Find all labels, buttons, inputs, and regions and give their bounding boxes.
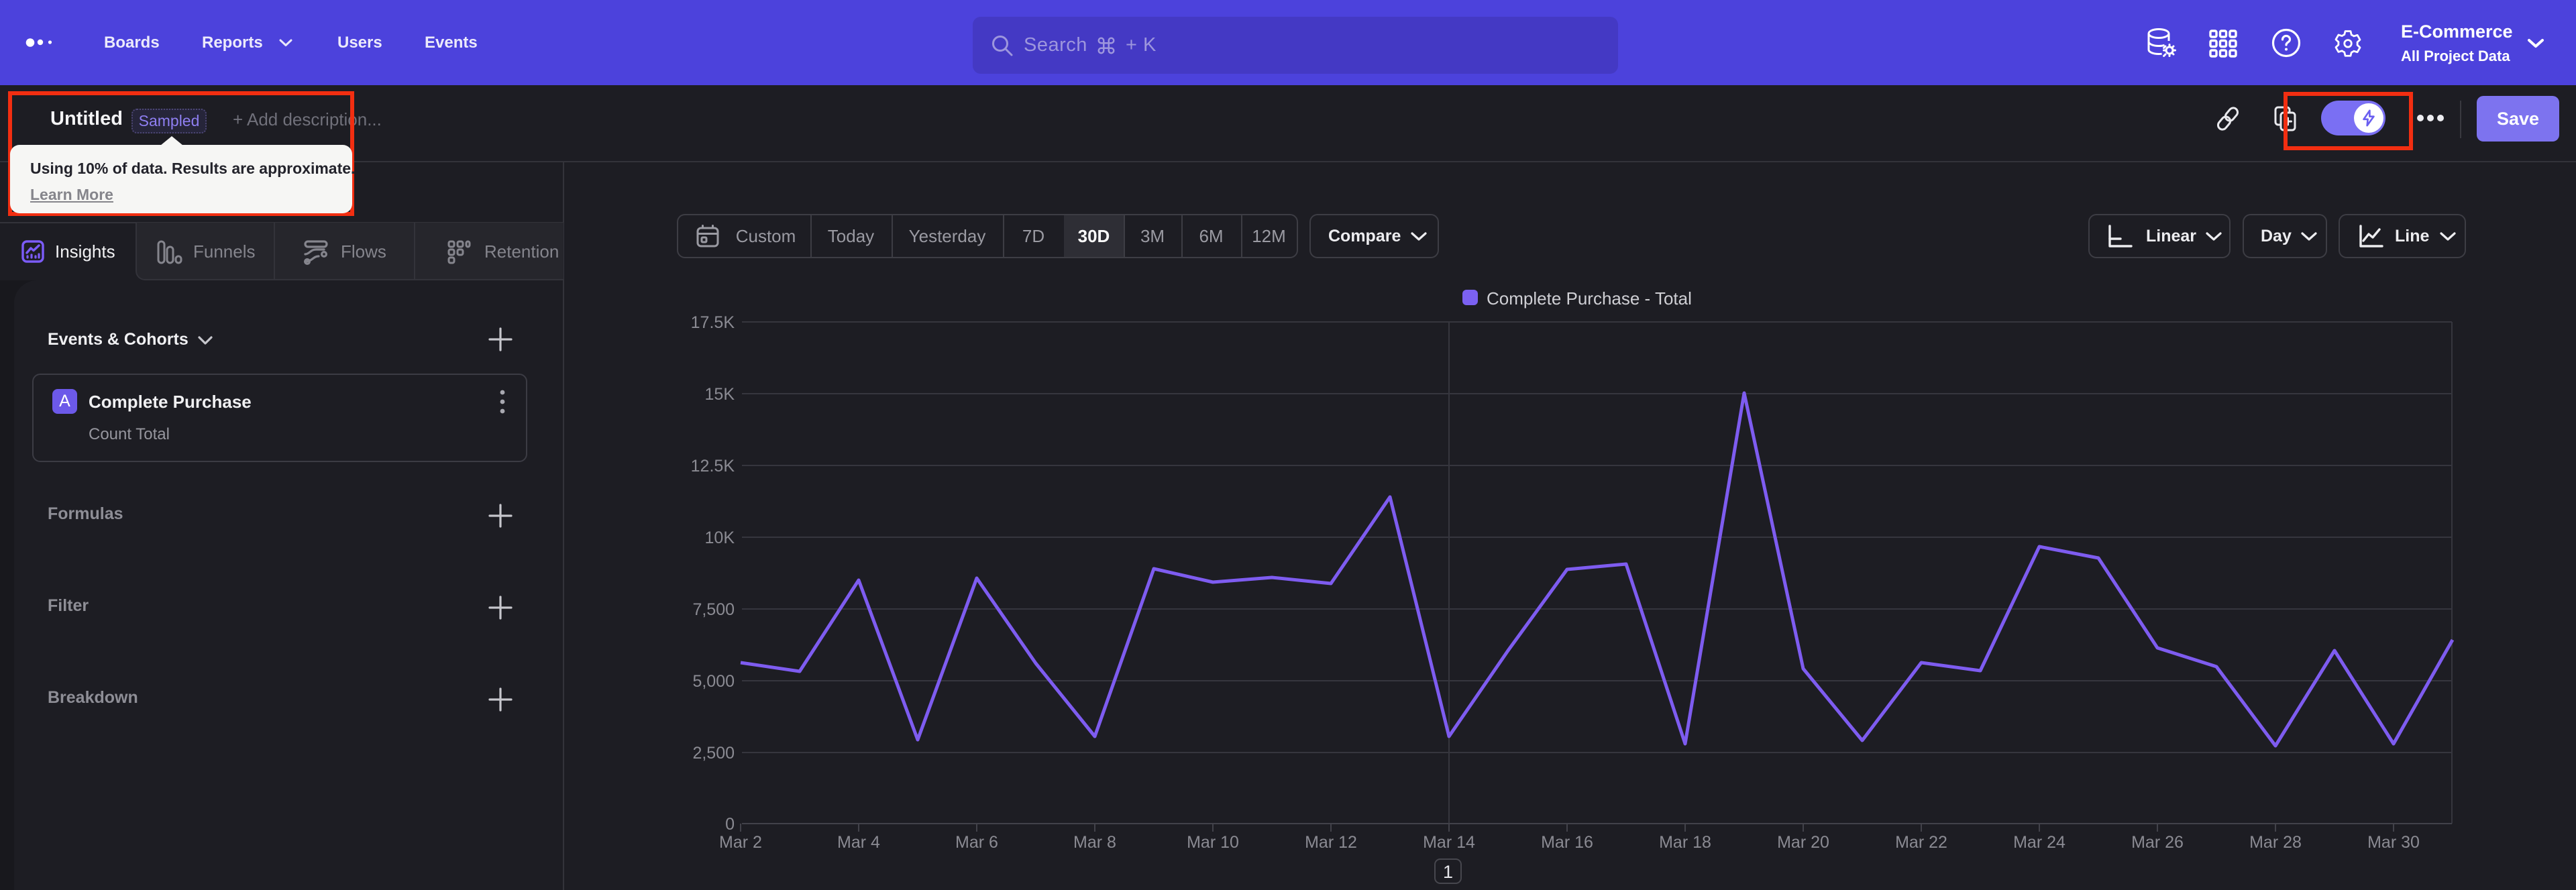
svg-text:2,500: 2,500 bbox=[692, 744, 735, 763]
svg-text:15K: 15K bbox=[705, 385, 735, 404]
svg-text:Mar 4: Mar 4 bbox=[837, 833, 880, 852]
svg-text:Mar 10: Mar 10 bbox=[1187, 833, 1239, 852]
svg-text:7,500: 7,500 bbox=[692, 600, 735, 619]
svg-text:Mar 22: Mar 22 bbox=[1895, 833, 1947, 852]
svg-text:17.5K: 17.5K bbox=[691, 313, 735, 332]
svg-text:0: 0 bbox=[725, 815, 735, 834]
svg-text:Mar 30: Mar 30 bbox=[2367, 833, 2420, 852]
svg-text:Mar 18: Mar 18 bbox=[1659, 833, 1711, 852]
svg-text:12.5K: 12.5K bbox=[691, 457, 735, 476]
svg-text:Mar 20: Mar 20 bbox=[1777, 833, 1829, 852]
svg-text:Mar 26: Mar 26 bbox=[2131, 833, 2184, 852]
svg-text:10K: 10K bbox=[705, 529, 735, 547]
svg-text:Mar 8: Mar 8 bbox=[1073, 833, 1116, 852]
svg-text:Mar 24: Mar 24 bbox=[2013, 833, 2065, 852]
svg-text:Mar 14: Mar 14 bbox=[1423, 833, 1475, 852]
svg-text:Mar 6: Mar 6 bbox=[955, 833, 998, 852]
svg-text:Mar 16: Mar 16 bbox=[1541, 833, 1593, 852]
svg-text:Mar 28: Mar 28 bbox=[2249, 833, 2302, 852]
svg-text:Mar 2: Mar 2 bbox=[719, 833, 762, 852]
svg-text:5,000: 5,000 bbox=[692, 672, 735, 691]
svg-text:Mar 12: Mar 12 bbox=[1305, 833, 1357, 852]
